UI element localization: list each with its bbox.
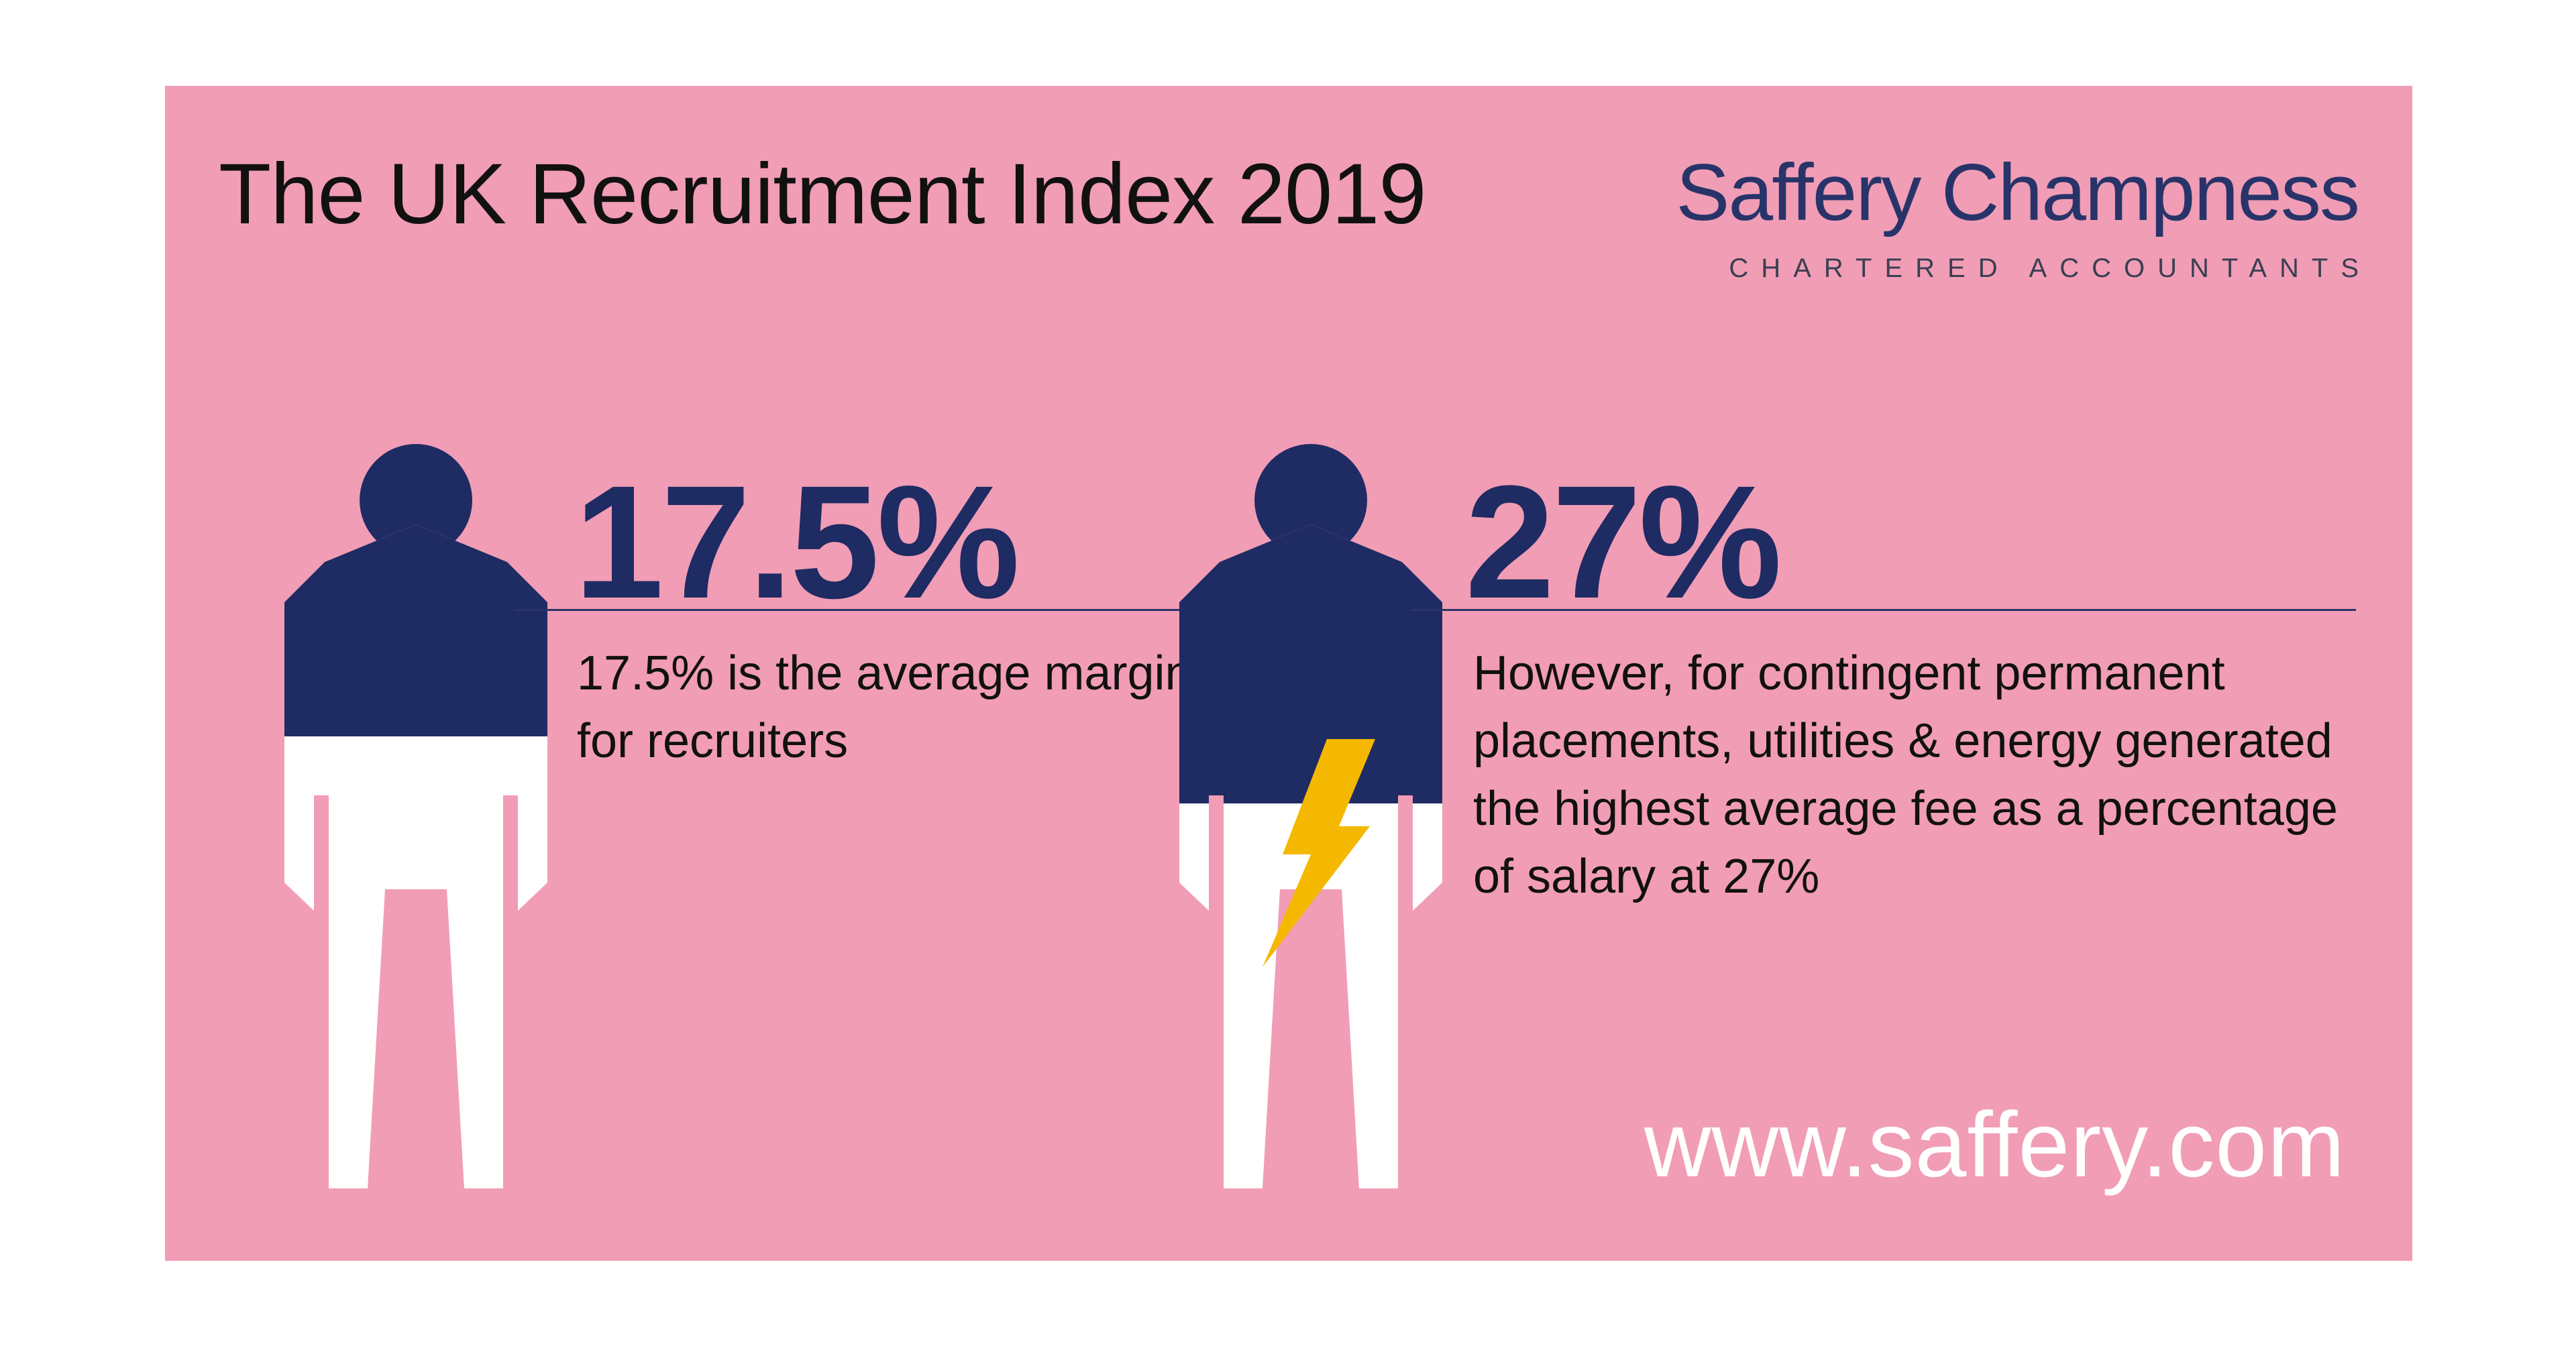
brand-logo: Saffery Champness CHARTERED ACCOUNTANTS	[1676, 148, 2360, 284]
divider-2	[1410, 609, 2356, 611]
page-title: The UK Recruitment Index 2019	[219, 146, 1426, 242]
website-link[interactable]: www.saffery.com	[1644, 1093, 2345, 1196]
stat-description-1: 17.5% is the average margin for recruite…	[577, 647, 1192, 768]
stat-value-2: 27%	[1465, 452, 1782, 632]
stat-value-1: 17.5%	[574, 452, 1020, 632]
person-head-shape	[360, 444, 472, 557]
brand-subtitle: CHARTERED ACCOUNTANTS	[1729, 254, 2371, 283]
person-icon	[284, 444, 547, 1188]
stat-description-2: However, for contingent permanent placem…	[1473, 647, 2338, 903]
infographic-panel: The UK Recruitment Index 2019 Saffery Ch…	[165, 86, 2412, 1261]
brand-name: Saffery Champness	[1676, 148, 2360, 237]
person-lightning-icon	[1179, 444, 1442, 1188]
person-head-shape	[1254, 444, 1367, 557]
divider-1	[514, 609, 1264, 611]
lightning-bolt-icon	[1263, 739, 1375, 967]
